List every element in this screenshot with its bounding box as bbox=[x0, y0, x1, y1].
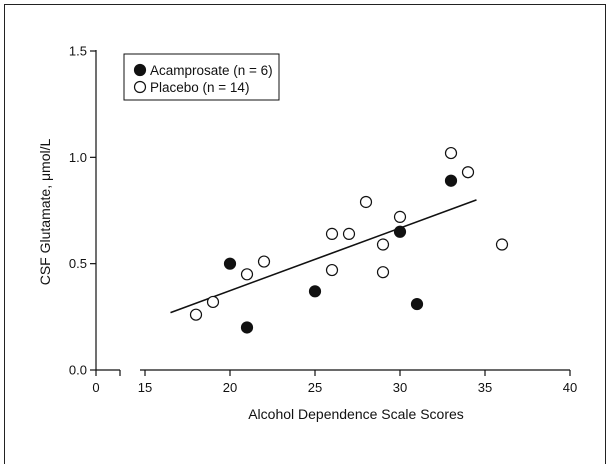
point-placebo bbox=[206, 295, 220, 309]
point-placebo bbox=[189, 308, 203, 321]
trend-line bbox=[170, 199, 477, 314]
data-points bbox=[189, 146, 509, 334]
point-placebo bbox=[342, 227, 356, 240]
point-placebo bbox=[393, 210, 407, 223]
legend-marker-acamprosate bbox=[133, 63, 147, 77]
legend-box bbox=[123, 53, 280, 101]
x-tick-label: 30 bbox=[393, 380, 407, 395]
chart-legend: Acamprosate (n = 6) Placebo (n = 14) bbox=[123, 53, 280, 101]
point-placebo bbox=[257, 255, 271, 268]
point-placebo bbox=[461, 166, 475, 179]
x-tick-label: 20 bbox=[223, 380, 237, 395]
point-placebo bbox=[376, 266, 390, 279]
legend-marker-placebo bbox=[133, 80, 147, 94]
point-acamprosate bbox=[240, 321, 254, 334]
point-placebo bbox=[444, 146, 458, 160]
point-placebo bbox=[359, 195, 373, 209]
y-tick-label: 0.0 bbox=[69, 363, 87, 378]
x-tick-label: 35 bbox=[478, 380, 492, 395]
x-axis-label: Alcohol Dependence Scale Scores bbox=[248, 406, 464, 422]
x-tick-label: 0 bbox=[92, 380, 99, 395]
point-acamprosate bbox=[410, 297, 424, 311]
point-placebo bbox=[376, 238, 390, 251]
x-tick-label: 25 bbox=[308, 380, 322, 395]
y-tick-label: 1.0 bbox=[69, 150, 87, 165]
point-acamprosate bbox=[393, 225, 407, 238]
legend-label-acamprosate: Acamprosate (n = 6) bbox=[150, 63, 273, 78]
point-acamprosate bbox=[223, 257, 237, 270]
point-placebo bbox=[325, 263, 339, 277]
legend-label-placebo: Placebo (n = 14) bbox=[150, 80, 249, 95]
x-tick-label: 15 bbox=[138, 380, 152, 395]
point-placebo bbox=[240, 268, 254, 281]
y-axis-label: CSF Glutamate, μmol/L bbox=[37, 139, 53, 286]
scatter-chart: 0.0 0.5 1.0 1.5 0 15 20 25 30 35 40 Acamprosate (n… bbox=[37, 44, 577, 423]
trend-line-group bbox=[170, 199, 477, 314]
figure-frame bbox=[4, 4, 606, 464]
point-placebo bbox=[495, 238, 509, 251]
y-tick-label: 1.5 bbox=[69, 44, 87, 59]
point-acamprosate bbox=[308, 285, 322, 298]
point-acamprosate bbox=[444, 174, 458, 187]
x-tick-label: 40 bbox=[563, 380, 577, 395]
y-tick-label: 0.5 bbox=[69, 256, 87, 271]
chart-axes: 0.0 0.5 1.0 1.5 0 15 20 25 30 35 40 bbox=[69, 44, 577, 396]
point-placebo bbox=[325, 227, 339, 240]
